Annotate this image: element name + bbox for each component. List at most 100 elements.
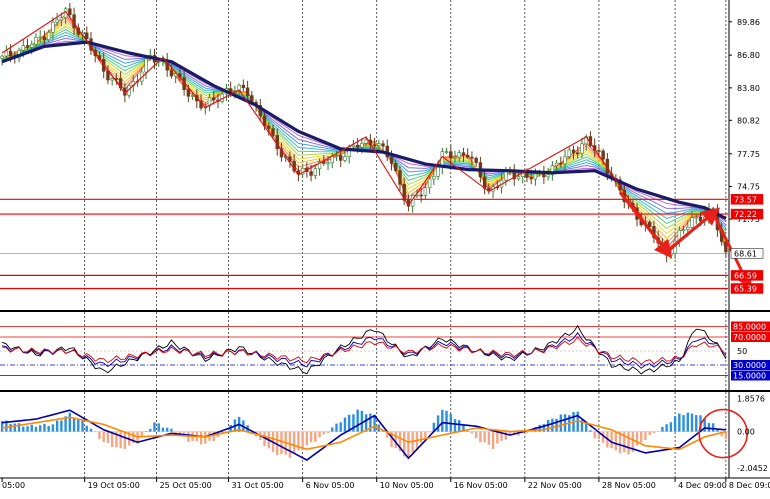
- macd-histogram-bar: [305, 431, 309, 446]
- grid-layer: [0, 0, 770, 479]
- candle-body: [453, 156, 457, 159]
- macd-histogram-bar: [5, 420, 8, 432]
- candle-body: [571, 149, 576, 154]
- candle-body: [372, 144, 377, 146]
- oscillator-level-tag: [731, 332, 770, 342]
- candle-body: [169, 69, 174, 77]
- time-tick-label: 16 Nov 05:00: [454, 481, 508, 490]
- candle-body: [550, 165, 555, 175]
- candle-body: [364, 139, 368, 144]
- candle-body: [686, 226, 690, 230]
- candle-body: [241, 84, 246, 89]
- macd-histogram-bar: [601, 431, 605, 443]
- macd-histogram-bar: [474, 431, 478, 439]
- macd-histogram-bar: [593, 431, 596, 439]
- level-price-label: 68.61: [734, 249, 757, 258]
- candle-body: [457, 152, 461, 158]
- macd-histogram-bar: [149, 428, 152, 432]
- macd-histogram-bar: [263, 431, 266, 447]
- macd-histogram-bar: [436, 415, 440, 432]
- macd-histogram-bar: [301, 431, 304, 450]
- candle-body: [394, 163, 398, 171]
- level-price-label: 65.39: [734, 284, 757, 293]
- candle-body: [339, 155, 343, 161]
- macd-histogram-bar: [364, 414, 368, 432]
- price-tick-label: 83.80: [737, 84, 760, 93]
- macd-histogram-bar: [153, 422, 156, 432]
- time-tick-label: 10 Nov 05:00: [380, 481, 434, 490]
- macd-histogram-bar: [707, 423, 711, 432]
- candle-body: [322, 161, 326, 164]
- macd-histogram-bar: [9, 423, 12, 432]
- macd-histogram-bar: [551, 418, 554, 432]
- candle-body: [432, 176, 436, 180]
- macd-histogram-bar: [85, 425, 88, 432]
- candle-body: [51, 21, 55, 33]
- candle-body: [144, 58, 148, 73]
- oscillator-tick-label: 30.0000: [733, 361, 766, 370]
- macd-tick-label: -2.0452: [737, 464, 768, 473]
- macd-histogram-bar: [22, 426, 25, 432]
- candle-body: [597, 150, 601, 152]
- candle-body: [110, 78, 114, 81]
- candle-body: [402, 184, 406, 201]
- candle-body: [288, 156, 292, 162]
- macd-histogram-bar: [47, 426, 50, 432]
- macd-tick-label: 0.00: [737, 428, 755, 437]
- macd-histogram-bar: [678, 413, 681, 432]
- candle-body: [317, 161, 322, 170]
- candle-body: [546, 174, 550, 178]
- candle-body: [681, 229, 686, 231]
- macd-histogram-bar: [157, 423, 160, 432]
- candle-body: [351, 144, 356, 148]
- macd-histogram-bar: [585, 423, 588, 432]
- macd-histogram-bar: [161, 427, 165, 432]
- forecast-arrow: [665, 207, 721, 253]
- macd-histogram-bar: [322, 431, 325, 435]
- macd-histogram-bar: [491, 431, 495, 449]
- candle-body: [313, 168, 318, 176]
- macd-histogram-bar: [589, 430, 592, 432]
- macd-histogram-bar: [39, 425, 42, 432]
- moving-average-line: [1, 40, 727, 221]
- price-tick-label: 80.82: [737, 116, 760, 125]
- macd-histogram-bar: [623, 431, 626, 453]
- macd-histogram-bar: [699, 415, 702, 432]
- macd-histogram-bar: [360, 410, 364, 432]
- macd-histogram-bar: [199, 431, 203, 445]
- zigzag-line: [1, 10, 714, 255]
- candle-body: [465, 154, 470, 158]
- macd-histogram-bar: [335, 423, 338, 432]
- candle-body: [580, 143, 584, 154]
- macd-histogram-bar: [64, 416, 67, 432]
- candle-body: [449, 151, 453, 159]
- macd-histogram-bar: [43, 423, 46, 432]
- candle-body: [25, 45, 30, 48]
- macd-histogram-bar: [119, 431, 122, 449]
- candle-body: [68, 8, 72, 15]
- level-price-tag: [730, 283, 764, 294]
- candle-body: [436, 166, 440, 177]
- macd-histogram-bar: [487, 431, 491, 445]
- candle-body: [55, 19, 59, 23]
- macd-histogram-bar: [462, 424, 465, 432]
- candle-body: [59, 17, 64, 21]
- macd-histogram-bar: [627, 431, 630, 455]
- highlight-circle: [698, 408, 748, 459]
- macd-histogram-bar: [386, 431, 389, 438]
- macd-histogram-bar: [174, 431, 177, 434]
- candle-body: [525, 173, 529, 178]
- macd-histogram-bar: [390, 431, 393, 448]
- candle-body: [245, 87, 250, 96]
- candle-body: [694, 216, 698, 219]
- macd-histogram-bar: [500, 431, 503, 441]
- macd-histogram-bar: [318, 431, 321, 438]
- macd-histogram-bar: [631, 431, 634, 453]
- macd-histogram-bar: [13, 423, 17, 432]
- macd-histogram-bar: [534, 427, 537, 432]
- macd-histogram-bar: [529, 431, 533, 433]
- candle-body: [398, 170, 402, 185]
- candle-body: [42, 36, 47, 41]
